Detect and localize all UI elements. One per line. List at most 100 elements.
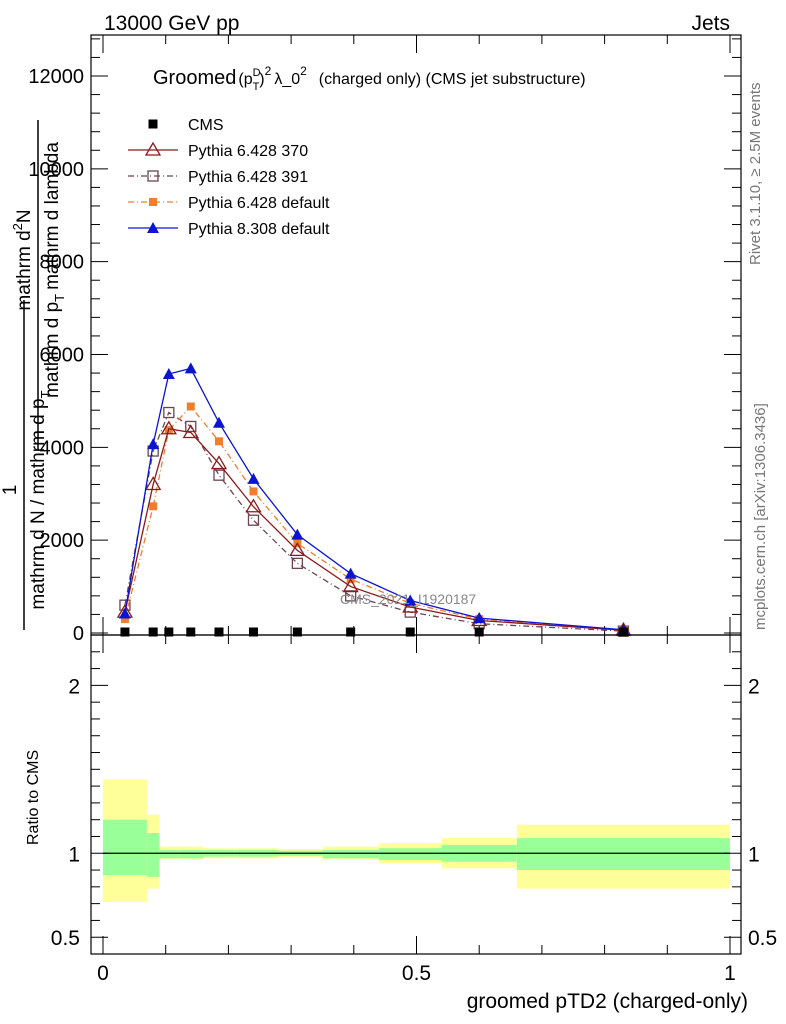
data-point-p6_370 <box>210 455 228 470</box>
data-point-cms <box>214 627 224 637</box>
y-tick-label: 0 <box>73 623 84 645</box>
y-tick-label: 6000 <box>40 345 85 367</box>
x-axis-label: groomed pTD2 (charged-only) <box>467 990 748 1013</box>
data-point-p6_391 <box>185 420 197 433</box>
data-point-cms <box>148 627 158 637</box>
main-series <box>116 362 632 637</box>
data-point-p6_370 <box>160 420 177 435</box>
y-tick-label: 10000 <box>28 159 84 181</box>
y-tick-label: 8000 <box>40 252 85 274</box>
y-label-num: mathrm d2N <box>10 209 35 310</box>
legend-entry-p6_default: Pythia 6.428 default <box>128 195 330 212</box>
y-tick-label: 4000 <box>40 437 85 459</box>
data-point-p8_default <box>162 367 175 379</box>
rivet-info: Rivet 3.1.10, ≥ 2.5M events <box>747 83 764 266</box>
data-point-cms <box>248 627 258 637</box>
ratio-y-tick-label-right: 0.5 <box>748 927 777 950</box>
data-point-p6_370 <box>145 476 162 491</box>
data-point-p6_391 <box>247 514 260 526</box>
data-point-cms <box>474 627 484 637</box>
y-tick-label: 2000 <box>40 530 85 552</box>
mcplots-info: mcplots.cern.ch [arXiv:1306.3436] <box>752 403 769 630</box>
data-point-cms <box>618 627 628 637</box>
analysis-watermark: CMS_2021_I1920187 <box>340 591 476 607</box>
data-point-p6_391 <box>291 557 304 570</box>
legend-label: CMS <box>188 117 224 134</box>
ratio-axes: 0.5 0.5 1 1 2 2 0 0.5 1 <box>51 635 777 985</box>
ratio-y-tick-label: 1 <box>68 843 80 866</box>
data-point-cms <box>186 627 196 637</box>
ratio-band-green <box>378 848 442 860</box>
data-point-cms <box>405 627 415 637</box>
ratio-y-tick-label: 2 <box>68 675 80 698</box>
data-point-p6_391 <box>163 406 175 419</box>
data-point-p6_default <box>120 615 129 624</box>
ratio-y-tick-label-right: 1 <box>748 843 760 866</box>
legend-label: Pythia 6.428 391 <box>188 169 308 186</box>
data-point-p6_default <box>249 487 258 496</box>
legend-marker <box>147 170 159 182</box>
ratio-band-green <box>159 849 179 859</box>
energy-label: 13000 GeV pp <box>104 12 239 35</box>
data-point-cms <box>346 627 356 637</box>
data-point-p6_370 <box>342 578 359 593</box>
x-tick-label: 0 <box>97 962 109 985</box>
data-point-p6_370 <box>402 598 419 613</box>
legend-marker <box>148 119 158 129</box>
data-point-p8_default <box>291 528 304 540</box>
legend-label: Pythia 8.308 default <box>188 221 330 238</box>
ratio-band-green <box>103 819 147 876</box>
data-point-p8_default <box>147 438 160 450</box>
jets-label: Jets <box>691 12 730 35</box>
data-point-p6_391 <box>213 469 225 481</box>
legend-entry-p8_default: Pythia 8.308 default <box>128 221 330 238</box>
legend-marker <box>144 141 162 156</box>
data-point-p6_370 <box>289 542 306 557</box>
y-label-den: mathrm d pTmathrm d lambda <box>42 142 67 398</box>
data-point-p6_default <box>186 402 195 411</box>
ratio-y-tick-label-right: 2 <box>748 675 760 698</box>
data-point-p6_default <box>214 437 223 446</box>
y-tick-label: 12000 <box>28 66 84 88</box>
legend-entry-cms: CMS <box>148 117 224 134</box>
y-label-outer-den: mathrm d N / mathrm d pT <box>28 390 53 609</box>
legend-marker <box>149 198 157 206</box>
data-point-p6_default <box>149 502 158 511</box>
legend-entry-p6_370: Pythia 6.428 370 <box>128 141 308 160</box>
legend-label: Pythia 6.428 default <box>188 195 330 212</box>
legend-entry-p6_391: Pythia 6.428 391 <box>128 169 308 186</box>
series-cms <box>120 627 628 637</box>
ratio-y-tick-label: 0.5 <box>51 927 80 950</box>
legend: CMS Pythia 6.428 370 Pythia 6.428 391 Pythi… <box>128 117 330 238</box>
x-tick-label: 0.5 <box>402 962 431 985</box>
ratio-band-green <box>178 849 204 859</box>
data-point-cms <box>164 627 174 637</box>
x-tick-label: 1 <box>724 962 736 985</box>
data-point-p6_391 <box>345 590 357 602</box>
data-point-p6_370 <box>245 498 262 513</box>
data-point-p8_default <box>404 594 417 606</box>
ratio-bands <box>103 779 730 902</box>
data-point-cms <box>292 627 302 637</box>
data-point-p8_default <box>473 612 486 624</box>
plot-title: Groomed (pD T)2 λ_02 (charged only) (CMS jet… <box>153 64 586 93</box>
legend-marker <box>147 222 159 233</box>
series-line-p6_370 <box>124 428 624 631</box>
data-point-p8_default <box>184 362 197 374</box>
data-point-p8_default <box>344 567 357 579</box>
data-point-cms <box>120 627 130 637</box>
legend-label: Pythia 6.428 370 <box>188 143 308 160</box>
ratio-panel-frame <box>90 634 742 955</box>
ratio-band-green <box>322 849 379 859</box>
ratio-band-green <box>516 838 730 871</box>
ratio-band-green <box>146 833 160 877</box>
y-label-outer-num: 1 <box>0 485 21 496</box>
series-line-p6_default <box>124 405 624 631</box>
data-point-p8_default <box>247 472 260 484</box>
series-p6_370 <box>116 420 632 636</box>
data-point-p6_370 <box>182 424 199 439</box>
y-axis-label: mathrm d2N mathrm d pTmathrm d lambda 1 … <box>0 120 67 630</box>
series-line-p6_391 <box>124 411 624 632</box>
data-point-p8_default <box>212 416 225 428</box>
